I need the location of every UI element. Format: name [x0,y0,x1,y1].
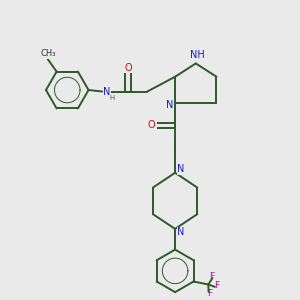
Text: N: N [177,227,185,238]
Text: N: N [103,86,110,97]
Text: NH: NH [190,50,205,60]
Text: CH₃: CH₃ [40,50,56,58]
Text: N: N [177,164,185,174]
Text: F: F [207,289,212,298]
Text: F: F [209,272,214,281]
Text: N: N [166,100,173,110]
Text: H: H [110,95,115,101]
Text: F: F [214,281,219,290]
Text: O: O [124,63,132,73]
Text: O: O [148,121,155,130]
